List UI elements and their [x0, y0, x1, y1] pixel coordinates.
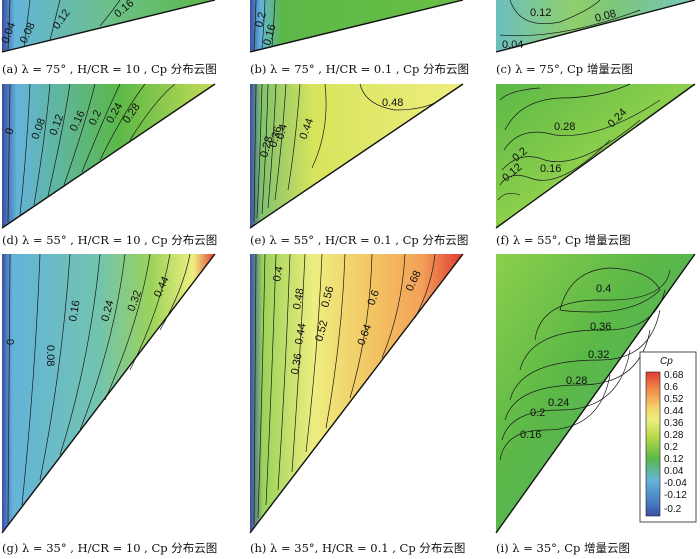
panel-f-label: 0.28	[554, 121, 575, 133]
panel-f-caption: (f) λ = 55°, Cp 增量云图	[496, 233, 631, 247]
panel-c-label: 0.12	[530, 7, 551, 19]
panel-c-label: 0.08	[594, 8, 618, 25]
colorbar: Cp 0.68 0.6 0.52 0.44 0.36 0.28 0.2 0.12…	[639, 351, 697, 523]
panel-d-caption: (d) λ = 55° , H/CR = 10 , Cp 分布云图	[2, 233, 217, 247]
panel-i-caption: (i) λ = 35°, Cp 增量云图	[496, 541, 630, 555]
panel-a-caption: (a) λ = 75° , H/CR = 10 , Cp 分布云图	[2, 62, 217, 76]
colorbar-tick: 0.52	[664, 394, 684, 405]
colorbar-tick: 0.6	[664, 382, 678, 393]
colorbar-tick: 0.68	[664, 370, 684, 381]
panel-f-label: 0.16	[540, 163, 561, 175]
panel-c-caption: (c) λ = 75°, Cp 增量云图	[496, 62, 633, 76]
panel-d: 0 0.08 0.12 0.16 0.2 0.24 0.28 (d) λ = 5…	[1, 83, 217, 247]
panel-i-label: 0.36	[590, 321, 611, 333]
colorbar-tick: 0.44	[664, 406, 684, 417]
panel-h-caption: (h) λ = 35°, H/CR = 0.1 , Cp 分布云图	[250, 541, 465, 555]
panel-g-caption: (g) λ = 35° , H/CR = 10 , Cp 分布云图	[2, 541, 217, 555]
panel-i-label: 0.28	[566, 375, 587, 387]
colorbar-tick: 0.36	[664, 418, 684, 429]
panel-e-label: 0.28	[258, 135, 275, 159]
colorbar-title: Cp	[660, 356, 673, 367]
panel-h: 0.4 0.48 0.56 0.6 0.68 0.52 0.44 0.36 0.…	[249, 253, 465, 555]
panel-g-label: 0	[5, 339, 17, 345]
panel-h-label: 0.48	[291, 287, 307, 310]
panel-h-label: 0.44	[293, 322, 309, 345]
panel-i: 0.4 0.36 0.32 0.28 0.24 0.2 0.16 (i) λ =…	[495, 253, 696, 555]
panel-e-label: 0.36	[267, 125, 284, 149]
panel-e-label: 0.48	[382, 97, 403, 109]
panel-h-label: 0.4	[271, 265, 285, 282]
panel-i-label: 0.2	[530, 407, 545, 419]
panel-h-label: 0.56	[319, 285, 336, 309]
panel-i-label: 0.32	[588, 349, 609, 361]
panel-i-label: 0.24	[548, 397, 569, 409]
panel-c: 0.12 0.08 0.04 (c) λ = 75°, Cp 增量云图	[495, 0, 696, 76]
panel-b-label: 0.2	[253, 11, 269, 29]
colorbar-tick: 0.12	[664, 454, 684, 465]
panel-g-label: 0.24	[99, 299, 116, 323]
panel-f: 0.28 0.24 0.2 0.16 0.12 (f) λ = 55°, Cp …	[495, 83, 696, 247]
panel-b-caption: (b) λ = 75° , H/CR = 0.1 , Cp 分布云图	[250, 62, 469, 76]
panel-g: 0 0.08 0.16 0.24 0.32 0.44 (g) λ = 35° ,…	[1, 253, 217, 555]
panel-e: 0.48 0.44 0.4 0.36 0.28 (e) λ = 55° , H/…	[249, 83, 468, 247]
colorbar-tick: 0.28	[664, 430, 684, 441]
panel-d-label: 0.2	[87, 108, 104, 127]
panel-b-label: 0.16	[261, 23, 278, 47]
colorbar-tick: -0.12	[664, 490, 687, 501]
panel-h-label: 0.36	[289, 352, 305, 375]
panel-g-label: 0.08	[44, 345, 56, 366]
panel-g-label: 0.16	[67, 299, 83, 322]
panel-i-label: 0.16	[520, 429, 541, 441]
panel-e-caption: (e) λ = 55° , H/CR = 0.1 , Cp 分布云图	[250, 233, 468, 247]
colorbar-tick: 0.04	[664, 466, 684, 477]
panel-e-label: 0.4	[274, 123, 290, 141]
panel-a: 0.04 0.08 0.12 0.16 (a) λ = 75° , H/CR =…	[0, 0, 217, 76]
panel-d-label: 0	[3, 127, 16, 136]
colorbar-tick: -0.04	[664, 478, 687, 489]
panel-h-label: 0.52	[313, 319, 330, 343]
colorbar-tick: 0.2	[664, 442, 678, 453]
panel-b: 0.2 0.16 (b) λ = 75° , H/CR = 0.1 , Cp 分…	[249, 0, 469, 76]
panel-i-label: 0.4	[596, 283, 611, 295]
panel-h-label: 0.6	[366, 289, 383, 307]
colorbar-scale	[645, 371, 661, 517]
panel-c-label: 0.04	[502, 39, 523, 51]
colorbar-tick: -0.2	[664, 504, 682, 515]
